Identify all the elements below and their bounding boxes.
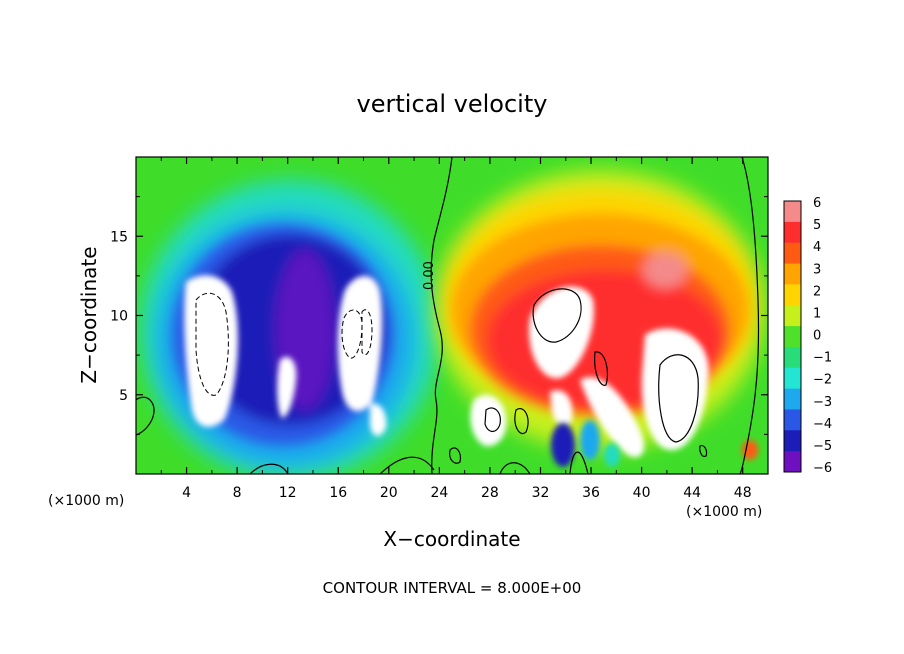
colorbar-swatch — [784, 242, 801, 265]
x-tick-label: 36 — [582, 485, 600, 501]
colorbar-swatch — [784, 221, 801, 244]
colorbar-label: 5 — [813, 218, 821, 233]
colorbar-label: −4 — [813, 417, 832, 432]
colorbar-label: −1 — [813, 351, 832, 366]
colorbar-swatch — [784, 388, 801, 410]
x-tick-label: 20 — [380, 485, 398, 501]
x-tick-label: 12 — [279, 485, 297, 501]
colorbar-label: 4 — [813, 240, 821, 255]
contour-lines — [136, 157, 760, 474]
x-tick-label: 28 — [481, 485, 499, 501]
negative-contours — [195, 292, 373, 396]
x-axis-label: X−coordinate — [383, 527, 520, 551]
y-tick-label: 15 — [110, 229, 128, 245]
chart-title: vertical velocity — [357, 90, 548, 118]
x-tick-label: 32 — [532, 485, 550, 501]
colorbar-label: 3 — [813, 262, 821, 277]
x-tick-label: 40 — [633, 485, 651, 501]
colorbar-swatch — [784, 451, 801, 473]
y-axis: 5 10 15 — [110, 196, 768, 435]
colorbar-swatch — [784, 409, 801, 431]
colorbar-swatch — [784, 284, 801, 306]
colorbar-swatch — [784, 263, 801, 285]
colorbar-label: 2 — [813, 284, 821, 299]
x-tick-label: 4 — [182, 485, 191, 501]
colorbar-label: −3 — [813, 395, 832, 410]
colorbar-swatch — [784, 430, 801, 452]
colorbar-swatch — [784, 346, 801, 369]
colorbar-label: 0 — [813, 329, 821, 344]
x-tick-label: 44 — [683, 485, 701, 501]
x-unit-right: (×1000 m) — [686, 504, 762, 520]
x-tick-label: 8 — [233, 485, 242, 501]
colorbar-swatch — [784, 201, 801, 223]
colorbar-label: 1 — [813, 306, 821, 321]
colorbar-swatch — [784, 305, 801, 327]
heatmap-field — [136, 157, 768, 474]
colorbar-swatch — [784, 367, 801, 390]
colorbar-swatch — [784, 326, 801, 348]
y-axis-label: Z−coordinate — [77, 246, 101, 383]
colorbar-frame — [783, 200, 802, 473]
colorbar-label: 6 — [813, 196, 821, 211]
x-tick-label: 48 — [734, 485, 752, 501]
colorbar: 6 5 4 3 2 1 0 −1 −2 −3 −4 −5 −6 — [783, 196, 832, 476]
x-tick-label: 16 — [329, 485, 347, 501]
contour-interval-note: CONTOUR INTERVAL = 8.000E+00 — [323, 579, 582, 597]
colorbar-label: −5 — [813, 439, 832, 454]
colorbar-label: −2 — [813, 373, 832, 388]
y-tick-label: 5 — [119, 388, 128, 404]
x-unit-left: (×1000 m) — [48, 493, 124, 509]
contour-label: 0.00 — [422, 261, 437, 290]
x-axis: 4 8 12 16 20 24 28 32 36 40 44 48 — [160, 157, 752, 501]
colorbar-label: −6 — [813, 461, 832, 476]
x-tick-label: 24 — [430, 485, 448, 501]
y-tick-label: 10 — [110, 309, 128, 325]
